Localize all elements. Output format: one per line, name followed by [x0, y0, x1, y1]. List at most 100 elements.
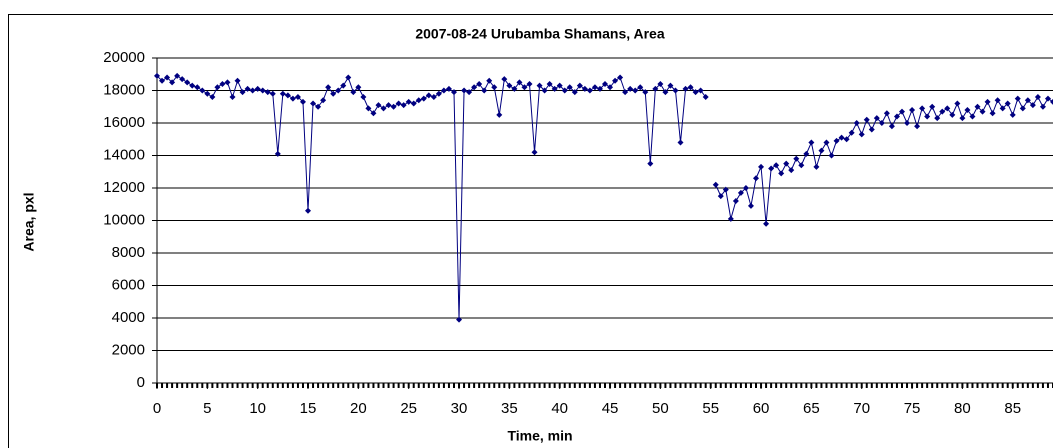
data-point	[591, 84, 598, 91]
data-point	[581, 85, 588, 92]
data-point	[229, 94, 236, 100]
data-point	[999, 105, 1006, 112]
data-point	[340, 82, 347, 89]
data-point	[350, 89, 357, 96]
data-point	[1044, 95, 1051, 102]
data-point	[204, 90, 211, 97]
data-point	[914, 123, 921, 130]
data-point	[828, 152, 835, 159]
data-point	[742, 185, 749, 191]
data-point	[929, 103, 936, 110]
data-point	[622, 89, 629, 96]
data-point	[274, 150, 281, 157]
data-point	[486, 77, 493, 84]
chart-border	[8, 14, 1053, 448]
data-point	[541, 87, 548, 94]
data-point	[909, 107, 916, 113]
data-point	[878, 120, 885, 126]
data-point	[1039, 103, 1046, 110]
x-tick-label: 10	[249, 400, 266, 417]
data-point	[627, 85, 634, 92]
x-tick-label: 75	[904, 400, 921, 417]
x-tick-label: 70	[853, 400, 870, 417]
data-point	[420, 95, 427, 102]
data-point	[758, 163, 765, 170]
data-point	[888, 123, 895, 130]
x-axis-label: Time, min	[507, 428, 572, 444]
data-point	[1019, 105, 1026, 112]
data-point	[546, 81, 553, 87]
data-point	[355, 84, 362, 91]
data-point	[632, 87, 639, 94]
y-tick-label: 8000	[112, 244, 145, 261]
y-tick-label: 18000	[103, 81, 145, 98]
data-point	[919, 105, 926, 112]
data-point	[647, 160, 654, 167]
data-point	[798, 162, 805, 169]
y-tick-label: 12000	[103, 179, 145, 196]
data-point	[883, 110, 890, 117]
data-point	[747, 202, 754, 209]
data-point	[375, 102, 382, 109]
data-point	[949, 111, 956, 118]
data-point	[898, 108, 905, 115]
data-point	[259, 87, 266, 94]
y-tick-label: 14000	[103, 146, 145, 163]
x-tick-label: 20	[350, 400, 367, 417]
data-point	[244, 85, 251, 92]
data-point	[692, 89, 699, 96]
data-point	[717, 193, 724, 200]
data-point	[924, 113, 931, 120]
data-point	[184, 79, 191, 86]
data-point	[783, 160, 790, 167]
data-point	[944, 105, 951, 112]
data-point	[954, 100, 961, 107]
data-point	[164, 74, 171, 81]
data-point	[501, 76, 508, 83]
data-point	[445, 85, 452, 92]
data-point	[939, 108, 946, 115]
data-point	[863, 116, 870, 123]
y-tick-label: 0	[137, 374, 145, 391]
data-point	[1014, 95, 1021, 102]
data-point	[768, 165, 775, 172]
data-point	[380, 105, 387, 112]
data-point	[612, 77, 619, 84]
data-point	[320, 97, 327, 104]
x-tick-label: 40	[551, 400, 568, 417]
data-point	[637, 84, 644, 91]
data-point	[551, 85, 558, 92]
data-point	[254, 85, 261, 92]
data-point	[732, 198, 739, 204]
x-tick-label: 65	[803, 400, 820, 417]
data-point	[773, 162, 780, 169]
data-point	[536, 82, 543, 89]
data-point	[586, 87, 593, 94]
data-point	[330, 90, 337, 97]
data-point	[189, 82, 196, 89]
data-point	[219, 81, 226, 87]
data-point	[1029, 102, 1036, 109]
data-point	[400, 102, 407, 109]
data-point	[370, 110, 377, 117]
data-point	[893, 113, 900, 120]
data-point	[456, 316, 463, 323]
data-point	[596, 85, 603, 92]
data-point	[365, 105, 372, 112]
data-point	[435, 90, 442, 97]
data-point	[345, 74, 352, 81]
data-point	[974, 103, 981, 110]
y-tick-label: 6000	[112, 276, 145, 293]
x-tick-label: 0	[153, 400, 161, 417]
data-point	[571, 89, 578, 96]
data-point	[305, 207, 312, 214]
data-point	[959, 115, 966, 122]
data-point	[984, 98, 991, 105]
data-point	[516, 79, 523, 86]
data-point	[335, 87, 342, 94]
data-point	[405, 98, 412, 105]
data-point	[395, 100, 402, 107]
x-tick-label: 35	[501, 400, 518, 417]
data-point	[325, 84, 332, 91]
